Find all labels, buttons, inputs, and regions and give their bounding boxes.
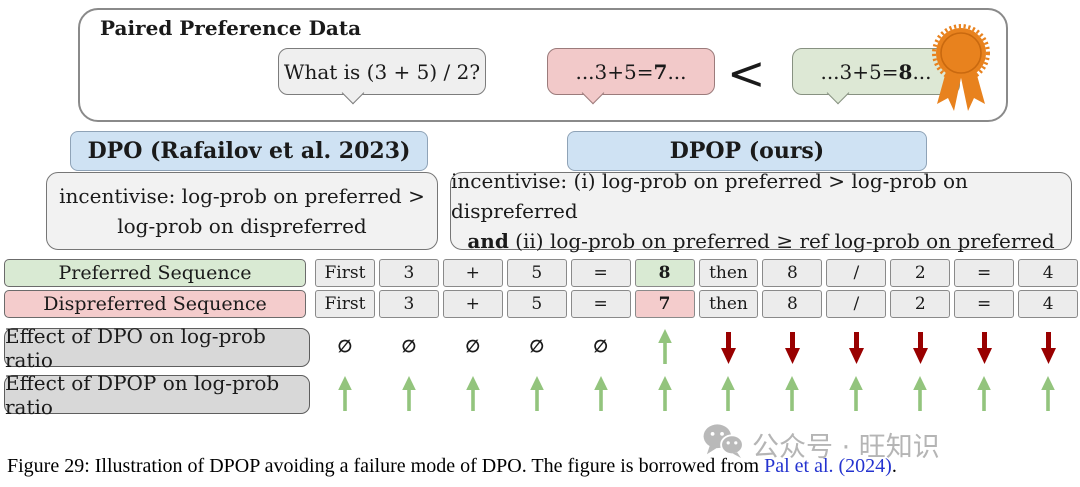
up-arrow-icon bbox=[1018, 373, 1078, 415]
seq-cell: = bbox=[954, 259, 1015, 287]
seq-cell: 5 bbox=[506, 290, 567, 318]
up-arrow-icon bbox=[507, 373, 567, 415]
panel-title: Paired Preference Data bbox=[100, 16, 362, 40]
award-ribbon-icon bbox=[925, 24, 997, 120]
seq-cell: 5 bbox=[506, 259, 567, 287]
dispreferred-sequence-row: First 3 +5 = 7 then 8/2 = 4 bbox=[315, 290, 1079, 318]
seq-cell: First bbox=[315, 290, 375, 318]
up-arrow-icon bbox=[762, 373, 822, 415]
seq-cell: 8 bbox=[762, 259, 823, 287]
seq-cell: then bbox=[698, 290, 759, 318]
no-change-symbol: ∅ bbox=[465, 337, 481, 357]
dpo-description: incentivise: log-prob on preferred > log… bbox=[46, 172, 438, 250]
down-arrow-icon bbox=[762, 326, 822, 368]
seq-cell: then bbox=[698, 259, 759, 287]
dpop-description-line1: incentivise: (i) log-prob on preferred >… bbox=[451, 169, 968, 223]
seq-cell: 8 bbox=[762, 290, 823, 318]
seq-cell: + bbox=[442, 259, 503, 287]
up-arrow-icon bbox=[826, 373, 886, 415]
up-arrow-icon bbox=[635, 326, 695, 368]
up-arrow-icon bbox=[954, 373, 1014, 415]
up-arrow-icon bbox=[890, 373, 950, 415]
preferred-sequence-row: First 3 +5 = 8 then 8/2 = 4 bbox=[315, 259, 1079, 287]
dpo-effect-row: ∅ ∅ ∅ ∅ ∅ bbox=[315, 326, 1078, 368]
down-arrow-icon bbox=[1018, 326, 1078, 368]
seq-cell: / bbox=[826, 290, 887, 318]
seq-cell: + bbox=[442, 290, 503, 318]
up-arrow-icon bbox=[635, 373, 695, 415]
dpop-description: incentivise: (i) log-prob on preferred >… bbox=[450, 169, 1072, 253]
dispreferred-answer-text: ...3+5=7... bbox=[575, 59, 687, 84]
no-change-symbol: ∅ bbox=[337, 337, 353, 357]
dpop-header: DPOP (ours) bbox=[567, 131, 927, 171]
down-arrow-icon bbox=[826, 326, 886, 368]
dispreferred-sequence-label: Dispreferred Sequence bbox=[4, 290, 306, 318]
down-arrow-icon bbox=[954, 326, 1014, 368]
wechat-icon bbox=[702, 423, 744, 466]
dpo-description-line1: incentivise: log-prob on preferred > bbox=[59, 184, 425, 208]
seq-cell: = bbox=[954, 290, 1015, 318]
dpop-effect-row bbox=[315, 373, 1078, 415]
up-arrow-icon bbox=[443, 373, 503, 415]
up-arrow-icon bbox=[315, 373, 375, 415]
watermark-text: 公众号 · 旺知识 bbox=[752, 432, 940, 463]
seq-cell: 8 bbox=[634, 259, 695, 287]
seq-cell: = bbox=[570, 259, 631, 287]
dispreferred-answer-bubble: ...3+5=7... bbox=[547, 48, 715, 105]
seq-cell: = bbox=[570, 290, 631, 318]
seq-cell: 7 bbox=[634, 290, 695, 318]
preferred-answer-bubble: ...3+5=8... bbox=[792, 48, 960, 105]
seq-cell: 4 bbox=[1018, 259, 1079, 287]
up-arrow-icon bbox=[571, 373, 631, 415]
down-arrow-icon bbox=[890, 326, 950, 368]
seq-cell: First bbox=[315, 259, 375, 287]
no-change-symbol: ∅ bbox=[593, 337, 609, 357]
seq-cell: 3 bbox=[378, 290, 439, 318]
seq-cell: 2 bbox=[890, 290, 951, 318]
less-than-symbol: < bbox=[727, 46, 766, 100]
seq-cell: 4 bbox=[1018, 290, 1079, 318]
up-arrow-icon bbox=[379, 373, 439, 415]
dpop-description-line2: and (ii) log-prob on preferred ≥ ref log… bbox=[467, 229, 1055, 253]
dpo-description-line2: log-prob on dispreferred bbox=[117, 214, 367, 238]
no-change-symbol: ∅ bbox=[529, 337, 545, 357]
dpo-effect-label: Effect of DPO on log-prob ratio bbox=[4, 324, 310, 372]
seq-cell: 3 bbox=[378, 259, 439, 287]
seq-cell: / bbox=[826, 259, 887, 287]
no-change-symbol: ∅ bbox=[401, 337, 417, 357]
watermark: 公众号 · 旺知识 bbox=[702, 423, 940, 466]
down-arrow-icon bbox=[699, 326, 759, 368]
citation-link[interactable]: Pal et al. (2024) bbox=[764, 455, 892, 477]
dpop-effect-label: Effect of DPOP on log-prob ratio bbox=[4, 371, 310, 419]
preferred-answer-text: ...3+5=8... bbox=[820, 59, 932, 84]
seq-cell: 2 bbox=[890, 259, 951, 287]
up-arrow-icon bbox=[699, 373, 759, 415]
preferred-sequence-label: Preferred Sequence bbox=[4, 259, 306, 287]
figure-caption: Figure 29: Illustration of DPOP avoiding… bbox=[7, 455, 897, 477]
question-bubble: What is (3 + 5) / 2? bbox=[278, 48, 486, 105]
dpo-header: DPO (Rafailov et al. 2023) bbox=[70, 131, 428, 171]
question-text: What is (3 + 5) / 2? bbox=[283, 59, 481, 84]
